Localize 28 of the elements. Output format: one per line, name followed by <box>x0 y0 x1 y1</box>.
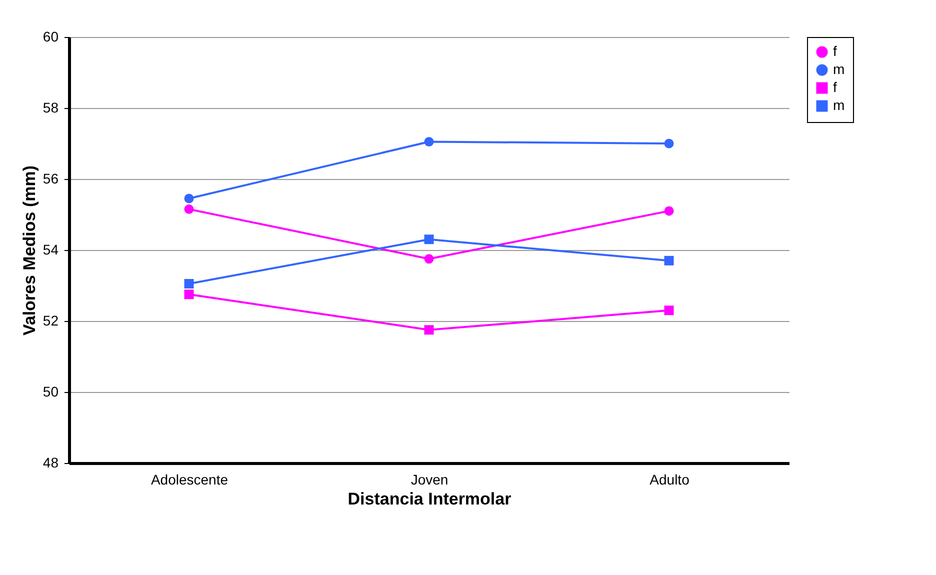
point <box>424 234 434 244</box>
point <box>664 306 674 316</box>
y-tick-label: 52 <box>42 312 59 328</box>
y-tick-label: 48 <box>42 454 59 470</box>
y-tick-label: 56 <box>42 170 59 186</box>
point <box>664 138 674 148</box>
point <box>424 254 434 264</box>
y-axis-title: Valores Medios (mm) <box>20 165 39 336</box>
point <box>664 256 674 266</box>
point <box>424 136 434 146</box>
x-tick-label: Adolescente <box>150 472 228 488</box>
legend-label: f <box>833 43 837 59</box>
point <box>184 290 194 300</box>
y-tick-label: 50 <box>42 384 59 400</box>
y-tick-label: 60 <box>42 28 59 44</box>
y-tick-label: 54 <box>42 242 59 258</box>
x-tick-label: Joven <box>410 472 448 488</box>
point <box>184 204 194 214</box>
x-axis-title: Distancia Intermolar <box>348 490 512 508</box>
legend-label: f <box>833 79 837 95</box>
point <box>184 278 194 288</box>
point <box>424 325 434 335</box>
point <box>184 194 194 204</box>
legend-label: m <box>833 61 845 77</box>
point <box>664 206 674 216</box>
y-tick-label: 58 <box>42 100 59 116</box>
x-tick-label: Adulto <box>650 472 690 488</box>
legend-label: m <box>833 97 845 113</box>
